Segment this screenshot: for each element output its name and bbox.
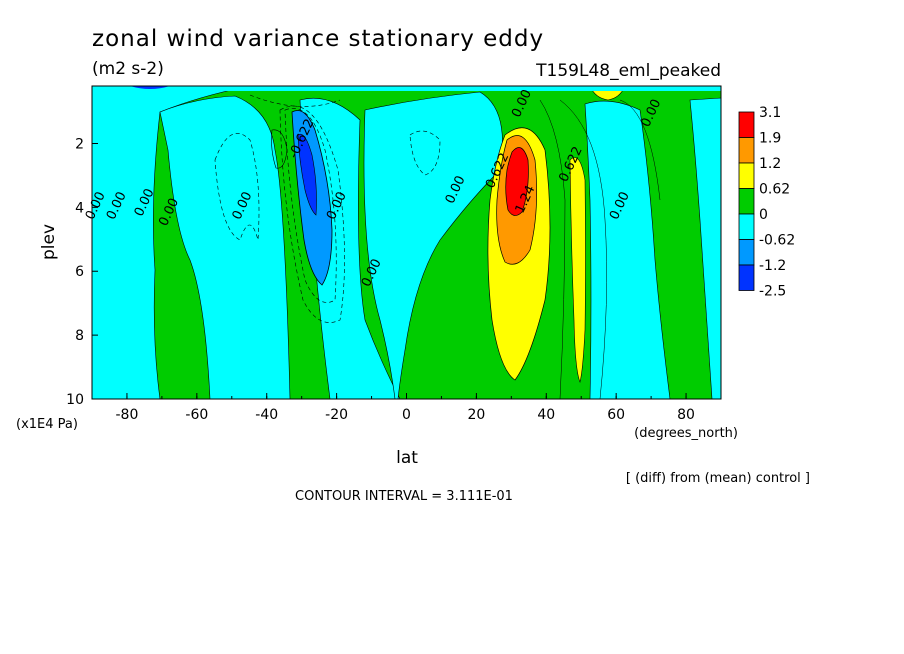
x-axis-units: (degrees_north) — [634, 426, 738, 441]
dashed-contour-south — [214, 133, 260, 241]
x-axis: -80 -60 -40 -20 0 20 40 60 80 — [91, 393, 722, 423]
negative-region-north-mid — [584, 100, 671, 399]
dashed-contour-top — [249, 94, 341, 107]
x-tick-label: 0 — [402, 407, 411, 423]
chart-units: (m2 s-2) — [92, 59, 164, 79]
colorbar-label: 1.9 — [759, 131, 781, 147]
colorbar-swatch — [738, 239, 755, 266]
colorbar-swatch — [738, 137, 755, 164]
plot-area — [92, 86, 721, 399]
solid-contour-north-2 — [619, 99, 661, 201]
y-tick-label: 8 — [75, 328, 84, 344]
colorbar-label: 0 — [759, 207, 768, 223]
colorbar-label: 0.62 — [759, 182, 790, 198]
y-tick-label: 10 — [66, 392, 84, 408]
colorbar-label: -0.62 — [759, 233, 795, 249]
colorbar-label: 3.1 — [759, 105, 781, 121]
colorbar-swatch — [738, 111, 755, 138]
x-tick-label: -80 — [116, 407, 139, 423]
negative-region-south-mid — [159, 95, 291, 399]
negative-region-north-polar — [689, 97, 721, 399]
colorbar-label: 1.2 — [759, 156, 781, 172]
x-tick-label: 80 — [677, 407, 695, 423]
top-strip-blue — [130, 86, 170, 89]
x-tick-label: 40 — [537, 407, 555, 423]
x-axis-label: lat — [396, 448, 418, 468]
y-axis-units: (x1E4 Pa) — [16, 417, 78, 432]
dashed-contour-core-2 — [279, 105, 345, 323]
colorbar-swatch — [738, 188, 755, 215]
dashed-contour-core-1 — [284, 108, 337, 303]
chart-title: zonal wind variance stationary eddy — [92, 26, 544, 52]
x-tick-label: 60 — [607, 407, 625, 423]
y-axis-label: plev — [39, 224, 59, 260]
dashed-contour-equator — [409, 130, 441, 176]
negative-region-equator — [363, 91, 503, 399]
negative-core-inner — [297, 133, 317, 216]
solid-contour-small-loop — [271, 129, 288, 169]
contour-interval: CONTOUR INTERVAL = 3.111E-01 — [295, 489, 513, 504]
x-tick-label: 20 — [467, 407, 485, 423]
y-tick-label: 2 — [75, 136, 84, 152]
footnote: [ (diff) from (mean) control ] — [626, 471, 810, 486]
solid-contour-north-3 — [539, 99, 566, 399]
y-axis: 2 4 6 8 10 — [66, 136, 98, 408]
y-tick-label: 4 — [75, 200, 84, 216]
x-tick-label: -20 — [325, 407, 348, 423]
x-tick-label: -40 — [255, 407, 278, 423]
solid-contour-north-1 — [559, 99, 607, 399]
colorbar-swatch — [738, 264, 755, 291]
colorbar-label: -1.2 — [759, 258, 786, 274]
negative-region-south-polar — [92, 86, 251, 399]
top-strip — [92, 86, 721, 91]
colorbar-swatch — [738, 162, 755, 189]
positive-tongue — [569, 157, 586, 383]
colorbar: 3.1 1.9 1.2 0.62 0 -0.62 -1.2 -2.5 — [738, 105, 795, 300]
colorbar-label: -2.5 — [759, 284, 786, 300]
run-label: T159L48_eml_peaked — [535, 61, 721, 81]
y-tick-label: 6 — [75, 264, 84, 280]
x-tick-label: -60 — [185, 407, 208, 423]
positive-core-red — [505, 147, 529, 216]
colorbar-swatch — [738, 213, 755, 240]
